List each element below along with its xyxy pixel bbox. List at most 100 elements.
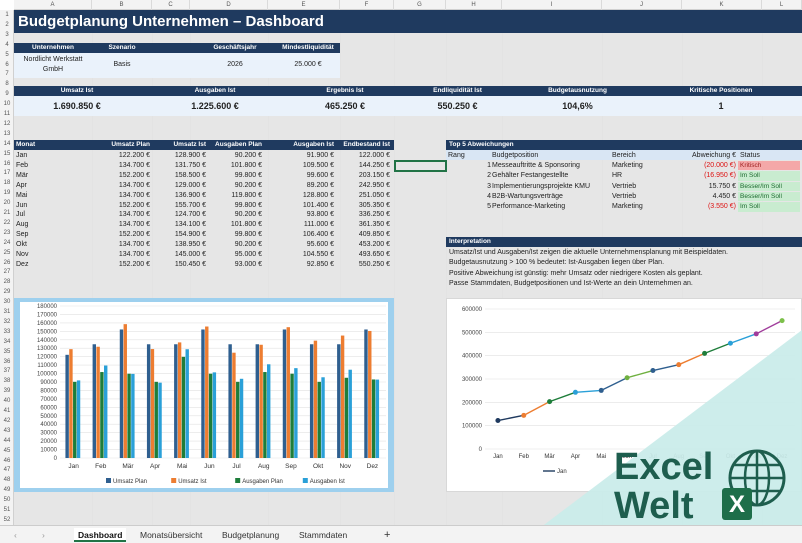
table-cell[interactable]: 90.200 €: [234, 152, 262, 159]
tab-stammdaten[interactable]: Stammdaten: [299, 530, 348, 540]
column-header[interactable]: J: [602, 0, 682, 10]
table-cell[interactable]: 95.600 €: [306, 241, 334, 249]
row-header[interactable]: 34: [3, 338, 11, 345]
table-cell[interactable]: 93.800 €: [306, 211, 334, 219]
table-cell[interactable]: 128.800 €: [302, 191, 334, 199]
row-header[interactable]: 36: [3, 358, 11, 365]
row-header[interactable]: 30: [3, 299, 11, 306]
table-cell[interactable]: 95.000 €: [234, 251, 262, 258]
min-liquidity-value[interactable]: 25.000 €: [294, 61, 322, 68]
table-cell[interactable]: 150.450 €: [174, 260, 206, 268]
tab-dashboard[interactable]: Dashboard: [74, 528, 127, 542]
table-cell[interactable]: 128.900 €: [174, 152, 206, 159]
table-cell[interactable]: 122.200 €: [118, 152, 150, 159]
table-cell[interactable]: 152.200 €: [118, 171, 150, 179]
table-cell[interactable]: 336.250 €: [358, 211, 390, 219]
row-header[interactable]: 15: [3, 150, 11, 157]
table-cell[interactable]: 134.700 €: [118, 211, 150, 219]
bar-chart-frame[interactable]: 0 10000 20000 30000 40000 50000 60000 70000 8000…: [14, 298, 394, 492]
column-header[interactable]: G: [394, 0, 446, 10]
table-cell[interactable]: 89.200 €: [306, 181, 334, 189]
row-header[interactable]: 45: [3, 447, 11, 454]
row-header[interactable]: 43: [3, 427, 11, 434]
row-header[interactable]: 4: [5, 41, 9, 48]
tab-budgetplanung[interactable]: Budgetplanung: [222, 530, 280, 540]
table-cell[interactable]: 144.250 €: [358, 161, 390, 169]
top5-position[interactable]: Gehälter Festangestellte: [492, 172, 569, 180]
table-cell[interactable]: 129.000 €: [174, 181, 206, 189]
column-header[interactable]: C: [152, 0, 190, 10]
table-cell[interactable]: 134.100 €: [174, 221, 206, 229]
row-header[interactable]: 27: [3, 269, 11, 276]
row-header[interactable]: 22: [3, 219, 11, 226]
table-cell[interactable]: 136.900 €: [174, 191, 206, 199]
table-cell[interactable]: Mai: [16, 191, 28, 199]
row-header[interactable]: 17: [3, 170, 11, 177]
table-cell[interactable]: 91.900 €: [306, 152, 334, 159]
row-header[interactable]: 24: [3, 239, 11, 246]
table-cell[interactable]: 134.700 €: [118, 251, 150, 258]
table-cell[interactable]: 92.850 €: [306, 260, 334, 268]
table-cell[interactable]: 101.800 €: [230, 221, 262, 229]
row-header[interactable]: 50: [3, 497, 11, 504]
row-header[interactable]: 31: [3, 309, 11, 315]
row-header[interactable]: 40: [3, 398, 11, 405]
top5-position[interactable]: Performance-Marketing: [492, 203, 566, 211]
table-cell[interactable]: 106.400 €: [302, 231, 334, 239]
table-cell[interactable]: 101.400 €: [302, 201, 334, 209]
table-cell[interactable]: 124.700 €: [174, 211, 206, 219]
table-cell[interactable]: 305.350 €: [358, 201, 390, 209]
row-header[interactable]: 19: [3, 190, 11, 197]
table-cell[interactable]: 154.900 €: [174, 231, 206, 239]
row-header[interactable]: 21: [3, 210, 11, 216]
table-cell[interactable]: 99.800 €: [234, 171, 262, 179]
row-header[interactable]: 47: [3, 467, 11, 474]
row-header[interactable]: 16: [3, 160, 11, 167]
table-cell[interactable]: 251.050 €: [358, 191, 390, 199]
row-header[interactable]: 52: [3, 516, 11, 523]
row-header[interactable]: 8: [5, 81, 9, 88]
row-header[interactable]: 46: [3, 457, 11, 464]
scenario-value[interactable]: Basis: [113, 61, 131, 68]
table-cell[interactable]: Apr: [16, 181, 27, 189]
table-cell[interactable]: Mär: [16, 171, 29, 179]
row-header[interactable]: 13: [3, 130, 11, 137]
table-cell[interactable]: Jan: [16, 152, 28, 159]
row-header[interactable]: 44: [3, 437, 11, 444]
table-cell[interactable]: 203.150 €: [358, 171, 390, 179]
top5-position[interactable]: B2B-Wartungsverträge: [492, 192, 563, 200]
table-cell[interactable]: 131.750 €: [174, 161, 206, 169]
row-header[interactable]: 5: [5, 51, 9, 58]
table-cell[interactable]: 453.200 €: [358, 241, 390, 249]
table-cell[interactable]: Okt: [16, 241, 27, 249]
top5-position[interactable]: Implementierungsprojekte KMU: [492, 182, 591, 190]
year-value[interactable]: 2026: [227, 61, 243, 68]
company-value[interactable]: Nordlicht Werkstatt GmbH: [23, 56, 83, 73]
table-cell[interactable]: Dez: [16, 260, 29, 268]
table-cell[interactable]: 119.800 €: [231, 191, 262, 199]
row-header[interactable]: 37: [3, 368, 11, 375]
row-header[interactable]: 28: [3, 279, 11, 286]
column-header[interactable]: H: [446, 0, 502, 10]
row-header[interactable]: 35: [3, 348, 11, 355]
table-cell[interactable]: 134.700 €: [118, 241, 150, 249]
table-cell[interactable]: 152.200 €: [118, 260, 150, 268]
row-header[interactable]: 38: [3, 378, 11, 385]
scroll-left-icon[interactable]: ‹: [14, 530, 17, 540]
row-header[interactable]: 42: [3, 417, 11, 424]
table-cell[interactable]: 134.700 €: [118, 181, 150, 189]
table-cell[interactable]: 90.200 €: [234, 181, 262, 189]
table-cell[interactable]: Aug: [16, 221, 29, 229]
column-header[interactable]: D: [190, 0, 268, 10]
column-header[interactable]: B: [92, 0, 152, 10]
table-cell[interactable]: 145.000 €: [174, 251, 206, 258]
row-header[interactable]: 6: [5, 61, 9, 68]
table-cell[interactable]: Jul: [16, 211, 25, 219]
table-cell[interactable]: 111.000 €: [303, 221, 334, 229]
row-header[interactable]: 2: [5, 21, 9, 28]
table-cell[interactable]: 134.700 €: [118, 191, 150, 199]
table-cell[interactable]: 158.500 €: [174, 171, 206, 179]
scroll-right-icon[interactable]: ›: [42, 530, 45, 540]
table-cell[interactable]: 152.200 €: [118, 201, 150, 209]
row-header[interactable]: 11: [3, 111, 11, 117]
